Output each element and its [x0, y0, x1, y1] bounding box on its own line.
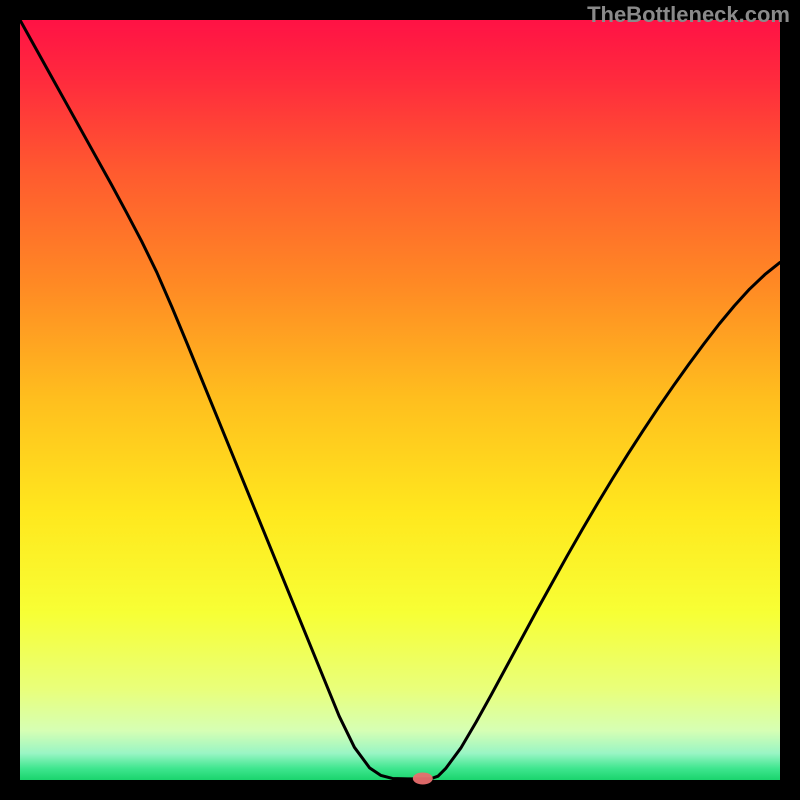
plot-background [20, 20, 780, 780]
pill-marker [413, 772, 433, 784]
chart-stage: TheBottleneck.com [0, 0, 800, 800]
bottleneck-chart-svg [0, 0, 800, 800]
